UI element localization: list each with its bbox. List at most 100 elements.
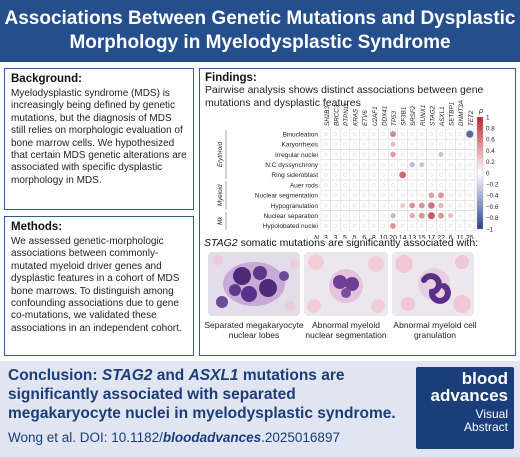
feature-label: Nuclear separation <box>263 213 318 220</box>
megakaryocyte-micrograph <box>208 252 300 316</box>
heatmap-dot <box>410 183 414 187</box>
heatmap-dot <box>448 203 453 208</box>
legend-tick: 0.6 <box>486 137 495 144</box>
citation-suffix: .2025016897 <box>261 430 340 445</box>
heatmap-dot <box>467 173 472 177</box>
heatmap-dot <box>429 183 434 187</box>
citation-prefix: Wong et al. DOI: 10.1182/ <box>8 430 163 445</box>
n-value: 14 <box>399 235 407 239</box>
logo-line-1: blood <box>461 369 508 388</box>
heatmap-dot <box>381 152 386 157</box>
n-value: 3 <box>333 235 337 239</box>
gene-label: TP53 <box>391 110 398 126</box>
heatmap-dot <box>439 173 443 177</box>
heatmap-dot <box>352 224 357 228</box>
heatmap-dot <box>467 142 472 147</box>
heatmap-dot <box>419 142 424 147</box>
findings-text: Pairwise analysis shows distinct associa… <box>205 84 484 109</box>
heatmap-dot <box>410 193 414 198</box>
heatmap-dot <box>418 202 425 209</box>
heatmap-dot <box>458 224 463 228</box>
heatmap-dot <box>390 141 396 147</box>
heatmap-dot <box>458 132 463 136</box>
heatmap-dot <box>371 213 376 218</box>
heatmap-dot <box>458 152 463 157</box>
heatmap-dot <box>381 213 386 218</box>
n-value: 15 <box>418 235 426 239</box>
n-value: 20 <box>389 235 397 239</box>
title-line-1: Associations Between Genetic Mutations a… <box>4 8 516 29</box>
heatmap-dot <box>352 193 357 198</box>
legend-tick: 0.2 <box>486 159 495 166</box>
conclusion-panel: Conclusion: STAG2 and ASXL1 mutations ar… <box>0 361 520 457</box>
heatmap-dot <box>362 142 366 147</box>
n-value: 8 <box>372 235 376 239</box>
feature-label: Hypolobated nuclei <box>263 223 318 230</box>
heatmap-dot <box>419 162 425 168</box>
legend-tick: 1 <box>486 114 490 121</box>
heatmap-dot <box>333 193 338 198</box>
heatmap-dot <box>400 193 405 198</box>
n-value: 5 <box>343 235 347 239</box>
logo-line-4: Abstract <box>463 420 508 434</box>
heatmap-dot <box>409 202 416 209</box>
conclusion-and: and <box>152 367 189 384</box>
gene-label: RUNX1 <box>420 105 427 126</box>
legend-tick: −0.4 <box>486 193 499 200</box>
heatmap-dot <box>438 202 444 209</box>
heatmap-dot <box>324 173 328 177</box>
legend-tick: 0.4 <box>486 148 495 155</box>
background-panel: Background: Myelodysplastic syndrome (MD… <box>4 68 194 210</box>
heatmap-dot <box>343 193 347 198</box>
group-label: Myeloid <box>217 184 224 206</box>
heatmap-dot <box>458 213 463 218</box>
heatmap-dot <box>324 224 328 228</box>
heatmap-dot <box>324 183 328 187</box>
group-label: Erythroid <box>217 141 224 167</box>
legend-tick: −0.8 <box>486 215 499 222</box>
feature-label: Auer rods <box>290 182 319 189</box>
legend-title: ρ <box>478 108 483 115</box>
group-label: Mk <box>217 216 224 225</box>
heatmap-dot <box>429 142 434 147</box>
heatmap-dot <box>343 213 347 218</box>
heatmap-dot <box>333 132 338 136</box>
heatmap-dot <box>437 212 445 219</box>
heatmap-dot <box>390 151 396 158</box>
heatmap-dot <box>429 132 434 136</box>
heatmap-dot <box>467 152 472 157</box>
legend-tick: 0.8 <box>486 126 495 133</box>
n-value: 10 <box>380 235 388 239</box>
gene-label: BRCC3 <box>333 104 340 126</box>
heatmap-dot <box>362 132 366 136</box>
background-text: Myelodysplastic syndrome (MDS) is increa… <box>11 88 187 186</box>
heatmap-dot <box>467 213 472 218</box>
heatmap-dot <box>343 152 347 157</box>
conclusion-gene-1: STAG2 <box>101 367 153 384</box>
heatmap-dot <box>343 132 347 136</box>
n-value: 3 <box>324 235 328 239</box>
heatmap-dot <box>324 132 328 136</box>
heatmap-dot <box>438 151 444 158</box>
heatmap-dot <box>467 203 472 208</box>
heatmap-dot <box>419 132 424 136</box>
legend-tick: −0.6 <box>486 204 499 211</box>
heatmap-dot <box>409 161 415 168</box>
heatmap-dot <box>400 152 405 157</box>
heatmap-dot <box>400 224 405 228</box>
heatmap-dot <box>362 183 366 187</box>
heatmap-dot <box>381 224 386 228</box>
gene-label: STAG2 <box>429 105 436 126</box>
heatmap-dot <box>381 142 386 147</box>
heatmap-dot <box>467 183 472 187</box>
heatmap-dot <box>362 173 366 177</box>
heatmap-dot <box>439 183 443 187</box>
methods-panel: Methods: We assessed genetic-morphologic… <box>4 216 194 356</box>
heatmap-dot <box>324 193 328 198</box>
heatmap-dot <box>458 142 463 147</box>
heatmap-dot <box>428 192 435 199</box>
gene-label: SETBP1 <box>449 102 456 126</box>
heatmap-dot <box>362 213 366 218</box>
heatmap-dot <box>448 162 453 167</box>
